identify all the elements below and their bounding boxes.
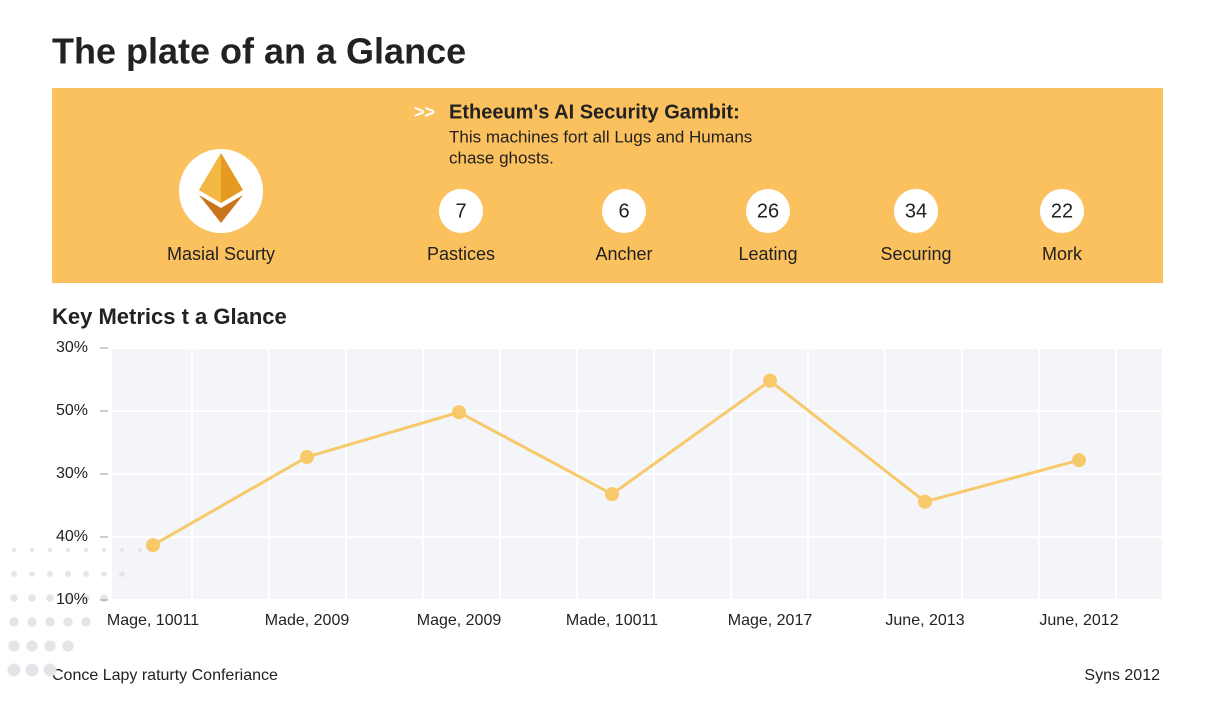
decor-dot	[62, 640, 74, 652]
decor-dot	[11, 571, 17, 577]
decor-dot	[26, 640, 38, 652]
decor-dot	[44, 640, 56, 652]
banner-heading: Etheeum's AI Security Gambit:	[449, 101, 740, 123]
point	[918, 494, 932, 509]
y-tick-label: 50%	[56, 402, 88, 419]
stat-label: Leating	[738, 244, 797, 264]
decor-dot	[47, 571, 53, 577]
decor-dot	[43, 663, 57, 677]
point	[763, 373, 777, 388]
decor-dot	[81, 617, 91, 627]
decor-dot	[10, 594, 18, 602]
decor-dot	[30, 548, 34, 552]
decor-dot	[12, 548, 16, 552]
stat-label: Securing	[880, 244, 951, 264]
stat-circle	[894, 189, 938, 233]
stat-value: 34	[905, 200, 927, 222]
decor-dot	[101, 571, 107, 577]
eth-icon-left	[199, 153, 221, 203]
arrow: >>	[414, 102, 435, 122]
decor-dot	[64, 594, 72, 602]
decor-dot	[7, 663, 21, 677]
decor-dot	[119, 571, 125, 577]
decor-dot	[8, 640, 20, 652]
footer-right: Syns 2012	[1084, 667, 1160, 684]
decor-dot	[63, 617, 73, 627]
banner-description: chase ghosts.	[449, 148, 554, 167]
stat-circle	[1040, 189, 1084, 233]
stat-value: 6	[618, 200, 629, 222]
y-tick-label: 40%	[56, 528, 88, 545]
eth-icon-bottom	[199, 195, 243, 223]
icon-label: Masial Scurty	[167, 244, 275, 264]
stat-label: Mork	[1042, 244, 1083, 264]
decor-dot	[84, 548, 88, 552]
chart-title: Key Metrics t a Glance	[52, 304, 287, 329]
stat-value: 22	[1051, 200, 1073, 222]
stat-circle	[602, 189, 646, 233]
y-tick-label: 30%	[56, 465, 88, 482]
decor-dot	[120, 548, 124, 552]
x-tick-label: June, 2013	[885, 612, 964, 629]
footer-left: Conce Lapy raturty Conferiance	[52, 667, 278, 684]
decor-dot	[65, 571, 71, 577]
x-tick-label: Mage, 2017	[728, 612, 813, 629]
stat-value: 26	[757, 200, 779, 222]
decor-dot	[138, 548, 142, 552]
decor-dot	[25, 663, 39, 677]
decor-dot	[83, 571, 89, 577]
decor-dot	[48, 548, 52, 552]
stat-circle	[439, 189, 483, 233]
stat-value: 7	[455, 200, 466, 222]
point	[605, 487, 619, 502]
point	[146, 538, 160, 553]
banner-description: This machines fort all Lugs and Humans	[449, 127, 752, 146]
point	[1072, 453, 1086, 468]
y-tick-label: 30%	[56, 339, 88, 356]
decor-dot	[28, 594, 36, 602]
decor-dot	[9, 617, 19, 627]
x-tick-label: Made, 2009	[265, 612, 350, 629]
decor-dot	[29, 571, 35, 577]
point	[300, 449, 314, 464]
decor-dot	[66, 548, 70, 552]
x-tick-label: Mage, 2009	[417, 612, 502, 629]
y-tick-label: 10%	[56, 591, 88, 608]
x-tick-label: Mage, 10011	[107, 612, 199, 629]
x-tick-label: Made, 10011	[566, 612, 658, 629]
stat-circle	[746, 189, 790, 233]
stat-label: Ancher	[595, 244, 652, 264]
stat-label: Pastices	[427, 244, 495, 264]
decor-dot	[100, 594, 108, 602]
decor-dot	[27, 617, 37, 627]
decor-dot	[45, 617, 55, 627]
decor-dot	[46, 594, 54, 602]
point	[452, 405, 466, 420]
x-tick-label: June, 2012	[1039, 612, 1118, 629]
decor-dot	[102, 548, 106, 552]
decor-dot	[82, 594, 90, 602]
page-title: The plate of an a Glance	[52, 31, 466, 72]
